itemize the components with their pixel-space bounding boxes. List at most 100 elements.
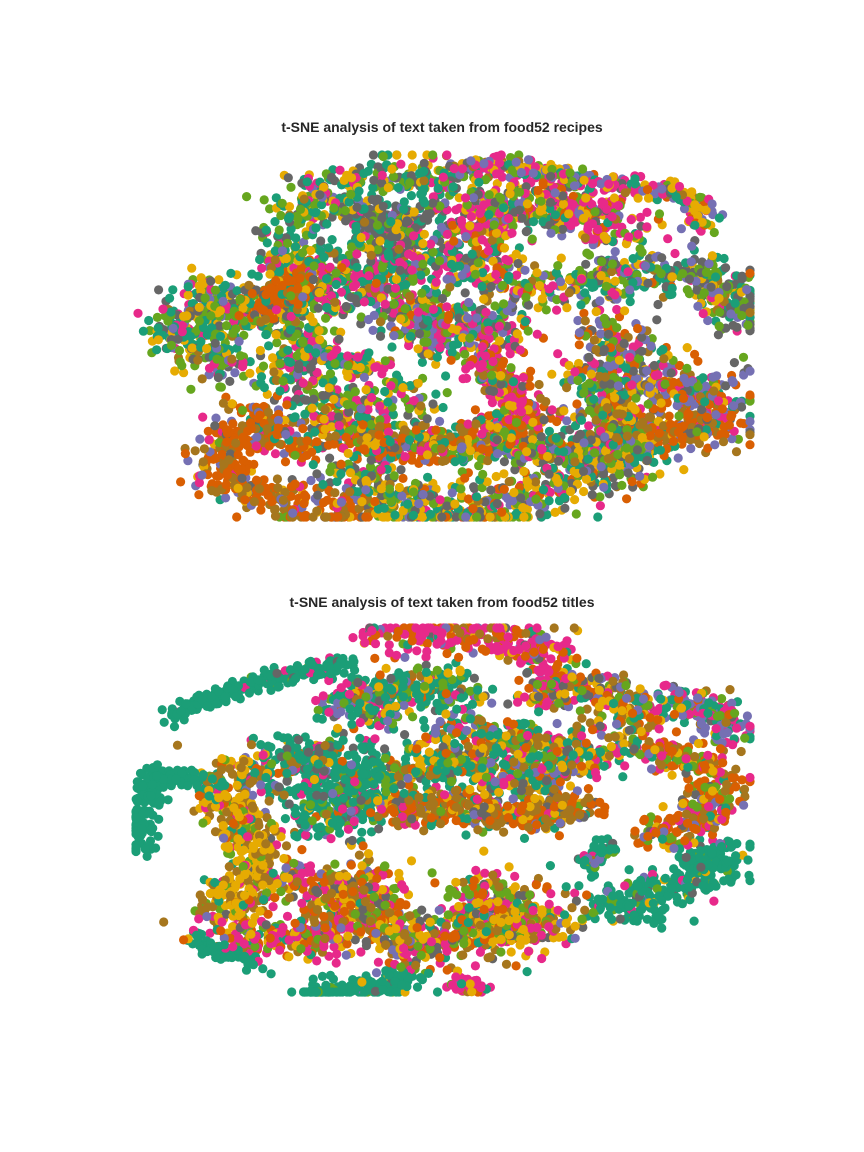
recipes-scatter-point bbox=[263, 407, 273, 417]
recipes-scatter-point bbox=[595, 501, 606, 511]
recipes-scatter-point bbox=[321, 313, 331, 323]
recipes-scatter-point bbox=[400, 425, 410, 435]
recipes-scatter-point bbox=[226, 268, 236, 278]
recipes-scatter-point bbox=[408, 251, 418, 261]
recipes-scatter-point bbox=[455, 423, 465, 433]
recipes-scatter-point bbox=[487, 398, 497, 408]
recipes-scatter-point bbox=[216, 382, 226, 392]
recipes-scatter-point bbox=[194, 490, 204, 500]
recipes-scatter-point bbox=[628, 254, 638, 264]
recipes-scatter-point bbox=[300, 409, 310, 419]
recipes-scatter-point bbox=[417, 357, 427, 367]
recipes-scatter-point bbox=[311, 223, 321, 233]
recipes-scatter-point bbox=[388, 172, 399, 182]
recipes-scatter-point bbox=[517, 213, 527, 223]
recipes-scatter-point bbox=[562, 416, 572, 426]
recipes-scatter-point bbox=[663, 234, 673, 244]
recipes-scatter-point bbox=[166, 307, 176, 317]
recipes-scatter-point bbox=[579, 486, 589, 497]
recipes-scatter-point bbox=[626, 215, 636, 225]
recipes-scatter-point bbox=[375, 401, 385, 411]
recipes-scatter-point bbox=[366, 455, 376, 465]
recipes-scatter-point bbox=[190, 446, 200, 456]
recipes-scatter-point bbox=[431, 389, 441, 399]
recipes-scatter-point bbox=[463, 419, 473, 429]
recipes-scatter-point bbox=[541, 305, 551, 315]
recipes-scatter-point bbox=[264, 341, 274, 351]
recipes-scatter-point bbox=[369, 175, 379, 185]
recipes-scatter-point bbox=[416, 270, 426, 280]
recipes-scatter-point bbox=[377, 170, 387, 180]
recipes-scatter-point bbox=[298, 424, 308, 434]
recipes-chart-title: t-SNE analysis of text taken from food52… bbox=[281, 119, 603, 135]
recipes-scatter-point bbox=[570, 495, 580, 505]
recipes-scatter-point bbox=[180, 449, 190, 459]
recipes-scatter-point bbox=[513, 258, 523, 269]
recipes-scatter-point bbox=[351, 221, 361, 231]
recipes-scatter-point bbox=[530, 261, 540, 271]
recipes-scatter-point bbox=[648, 472, 658, 482]
recipes-scatter-point bbox=[195, 434, 205, 444]
recipes-scatter-point bbox=[404, 404, 415, 414]
recipes-plot-area bbox=[133, 150, 755, 522]
recipes-scatter-point bbox=[586, 369, 596, 379]
recipes-scatter-point bbox=[221, 493, 231, 503]
recipes-scatter-point bbox=[362, 352, 372, 362]
recipes-scatter-point bbox=[320, 405, 330, 415]
recipes-scatter-point bbox=[187, 263, 197, 273]
recipes-scatter-point bbox=[447, 488, 457, 498]
recipes-scatter-point bbox=[271, 330, 281, 340]
recipes-scatter-point bbox=[442, 388, 452, 398]
recipes-scatter-point bbox=[325, 467, 335, 477]
recipes-scatter-point bbox=[327, 235, 337, 245]
recipes-scatter-point bbox=[273, 483, 283, 493]
recipes-scatter-point bbox=[633, 323, 643, 334]
recipes-scatter-point bbox=[144, 315, 154, 326]
recipes-scatter-point bbox=[299, 237, 309, 247]
recipes-scatter-point bbox=[682, 343, 692, 353]
recipes-scatter-point bbox=[286, 182, 296, 192]
recipes-scatter-point bbox=[595, 296, 605, 306]
recipes-scatter-point bbox=[469, 483, 479, 494]
recipes-scatter-point bbox=[418, 489, 428, 500]
recipes-scatter-point bbox=[278, 376, 288, 386]
recipes-scatter-point bbox=[579, 175, 589, 185]
recipes-scatter-point bbox=[593, 512, 603, 522]
recipes-scatter-point bbox=[562, 383, 572, 393]
recipes-scatter-point bbox=[682, 363, 692, 373]
recipes-scatter-point bbox=[441, 371, 451, 381]
recipes-scatter-point bbox=[291, 233, 301, 243]
recipes-scatter-point bbox=[329, 439, 339, 449]
recipes-scatter-point bbox=[506, 363, 516, 373]
recipes-scatter-point bbox=[512, 329, 522, 339]
recipes-scatter-point bbox=[186, 384, 196, 394]
recipes-scatter-point bbox=[635, 212, 646, 222]
recipes-scatter-point bbox=[562, 303, 572, 313]
recipes-scatter-point bbox=[478, 469, 488, 479]
recipes-scatter-point bbox=[419, 158, 429, 168]
recipes-scatter-point bbox=[460, 288, 470, 298]
recipes-scatter-point bbox=[674, 411, 684, 421]
recipes-scatter-point bbox=[442, 501, 452, 511]
recipes-scatter-point bbox=[497, 359, 507, 370]
recipes-scatter-point bbox=[290, 479, 300, 489]
recipes-scatter-point bbox=[499, 469, 509, 479]
recipes-scatter-point bbox=[655, 445, 666, 455]
recipes-scatter-point bbox=[520, 317, 530, 327]
recipes-scatter-point bbox=[612, 304, 622, 315]
recipes-scatter-point bbox=[737, 274, 747, 284]
recipes-scatter-point bbox=[460, 349, 470, 359]
recipes-scatter-point bbox=[435, 495, 445, 505]
recipes-scatter-point bbox=[633, 229, 643, 239]
recipes-scatter-point bbox=[249, 497, 259, 507]
recipes-scatter-point bbox=[552, 305, 562, 315]
recipes-scatter-point bbox=[389, 471, 399, 481]
recipes-scatter-point bbox=[576, 300, 586, 310]
recipes-scatter-point bbox=[519, 512, 529, 522]
recipes-scatter-point bbox=[477, 281, 487, 292]
recipes-scatter-point bbox=[537, 294, 547, 304]
recipes-scatter-point bbox=[559, 406, 569, 416]
recipes-scatter-point bbox=[228, 328, 238, 338]
recipes-scatter-point bbox=[528, 217, 539, 227]
